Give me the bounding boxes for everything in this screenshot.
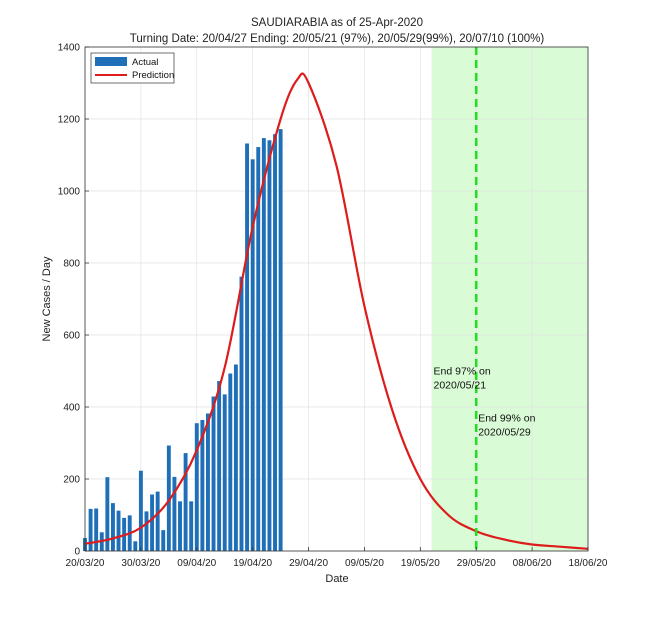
x-tick-label: 29/04/20	[289, 558, 328, 569]
chart-title: SAUDIARABIA as of 25-Apr-2020	[251, 17, 423, 29]
plot-frame	[84, 46, 589, 552]
bar-actual	[178, 501, 182, 551]
legend-swatch-actual	[95, 57, 127, 66]
bar-actual	[250, 159, 255, 551]
bar-actual	[189, 501, 194, 551]
y-tick-label: 800	[63, 259, 80, 270]
y-tick-label: 1200	[58, 115, 81, 126]
y-tick-label: 1400	[58, 43, 81, 54]
annotation-text: End 99% on	[478, 412, 535, 424]
bar-actual	[116, 510, 121, 551]
y-tick-label: 600	[63, 331, 80, 342]
bar-actual	[110, 503, 115, 551]
x-tick-label: 19/04/20	[233, 558, 272, 569]
bar-actual	[233, 364, 238, 551]
x-tick-label: 20/03/20	[66, 558, 105, 569]
x-axis-label: Date	[325, 573, 348, 585]
bar-actual	[267, 140, 272, 552]
x-tick-label: 30/03/20	[121, 558, 160, 569]
bar-actual	[94, 508, 99, 551]
plot-area: 0 200 400 600 800 1000 1200 1400 20/03/20 30/03/…	[58, 43, 608, 570]
y-tick-label: 0	[74, 547, 80, 558]
bar-actual	[228, 373, 233, 551]
y-tick-label: 200	[63, 475, 80, 486]
x-axis-ticks: 20/03/20 30/03/20 09/04/20 19/04/20 29/04/20…	[66, 547, 608, 569]
x-tick-label: 29/05/20	[457, 558, 496, 569]
bar-actual	[138, 470, 143, 551]
bar-actual	[105, 477, 110, 551]
annotations: End 97% on 2020/05/21 End 99% on 2020/05/29	[434, 366, 536, 439]
y-tick-label: 400	[63, 403, 80, 414]
bar-actual	[88, 508, 93, 551]
shaded-end-region	[431, 47, 588, 551]
x-tick-label: 18/06/20	[569, 558, 608, 569]
y-axis-label: New Cases / Day	[41, 256, 53, 341]
chart-subtitle: Turning Date: 20/04/27 Ending: 20/05/21 …	[130, 33, 545, 45]
x-tick-label: 19/05/20	[401, 558, 440, 569]
legend-label-prediction: Prediction	[132, 70, 174, 81]
bar-actual	[200, 419, 205, 551]
bar-actual	[217, 381, 222, 551]
x-tick-label: 09/05/20	[345, 558, 384, 569]
bar-actual	[261, 138, 266, 551]
bar-actual	[194, 423, 199, 551]
x-tick-label: 08/06/20	[513, 558, 552, 569]
bar-actual	[155, 491, 160, 551]
bar-actual	[172, 476, 177, 551]
annotation-text: End 97% on	[434, 366, 491, 378]
bar-actual	[245, 143, 250, 552]
annotation-text: 2020/05/21	[434, 380, 487, 392]
bar-actual	[133, 541, 138, 551]
annotation-text: 2020/05/29	[478, 426, 531, 438]
bar-actual	[205, 413, 210, 551]
bar-actual	[273, 134, 277, 551]
prediction-line	[84, 72, 589, 550]
bar-actual	[161, 530, 166, 551]
legend: Actual Prediction	[90, 52, 175, 84]
actual-bars	[83, 129, 283, 552]
x-tick-label: 09/04/20	[177, 558, 216, 569]
y-tick-label: 1000	[58, 187, 81, 198]
bar-actual	[144, 511, 149, 551]
bar-actual	[211, 396, 216, 551]
bar-actual	[278, 129, 283, 551]
bar-actual	[166, 445, 171, 551]
legend-label-actual: Actual	[132, 57, 158, 68]
bar-actual	[239, 276, 244, 551]
bar-actual	[150, 494, 155, 551]
y-axis-ticks: 0 200 400 600 800 1000 1200 1400	[58, 43, 89, 558]
bar-actual	[256, 147, 261, 551]
bar-actual	[183, 453, 188, 551]
bar-actual	[222, 394, 227, 551]
